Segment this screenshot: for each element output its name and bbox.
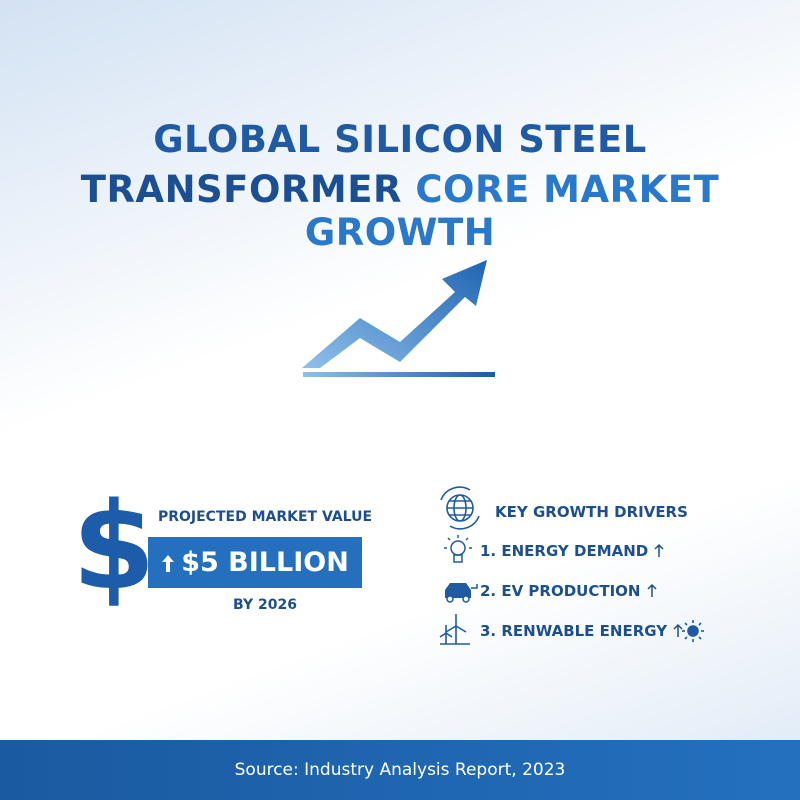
source: Source: Industry Analysis Report, 2023 (234, 760, 566, 780)
driver-text: 3. RENWABLE ENERGY (480, 622, 668, 640)
baseline (303, 372, 495, 377)
footer: Source: Industry Analysis Report, 2023 (0, 740, 800, 800)
bulb-icon (444, 535, 472, 563)
projection-label: PROJECTED MARKET VALUE (157, 509, 373, 525)
up-arrow (646, 583, 657, 597)
title-line2: TRANSFORMER CORE MARKET GROWTH (0, 168, 800, 254)
driver-text: 2. EV PRODUCTION (480, 582, 641, 600)
projection-box: $5 BILLION (148, 537, 362, 588)
driver-item: 2. EV PRODUCTION (480, 582, 657, 600)
title-light: CORE MARKET GROWTH (304, 168, 720, 254)
title-dark: TRANSFORMER (80, 168, 402, 211)
sun-icon (682, 620, 704, 642)
driver-item: 3. RENWABLE ENERGY (480, 622, 683, 640)
car-icon (445, 583, 478, 603)
trend-arrow (302, 260, 487, 368)
driver-item: 1. ENERGY DEMAND (480, 542, 664, 560)
up-arrow (654, 543, 664, 557)
up-arrow (162, 554, 175, 572)
turbine-icon (439, 614, 470, 645)
projection-value: $5 BILLION (181, 547, 349, 578)
up-arrow (673, 623, 683, 637)
title-line1: GLOBAL SILICON STEEL (153, 118, 647, 161)
drivers-title: KEY GROWTH DRIVERS (495, 503, 688, 521)
driver-text: 1. ENERGY DEMAND (480, 542, 649, 560)
dollar-symbol: $ (72, 478, 156, 617)
projection-year: BY 2026 (233, 597, 297, 613)
drivers-title-text: KEY GROWTH DRIVERS (495, 503, 688, 521)
globe-icon (440, 486, 480, 530)
